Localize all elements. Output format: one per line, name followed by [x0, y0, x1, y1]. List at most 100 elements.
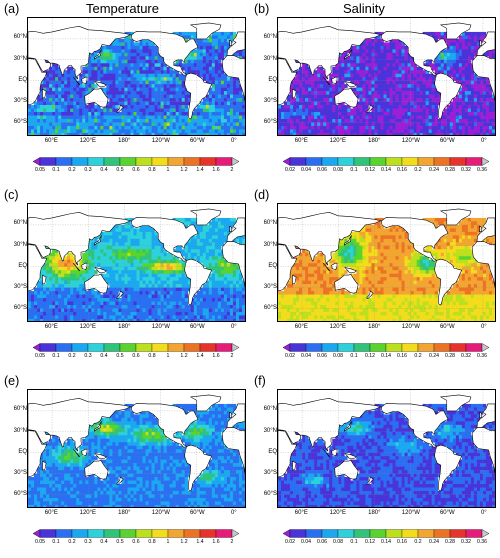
colorbar-swatch [39, 529, 57, 538]
colorbar-tick-label: 0.05 [34, 167, 46, 173]
lon-tick-label: 120°W [401, 324, 420, 330]
colorbar-tick-label: 0.1 [350, 539, 358, 545]
colorbar-tick-label: 1.2 [180, 539, 188, 545]
lat-tick-label: 60°S [263, 305, 277, 312]
colorbar-tick-label: 1 [166, 353, 170, 359]
map-grid [28, 18, 245, 135]
continent-australia [334, 459, 359, 480]
continent-sumatra [72, 448, 81, 458]
colorbar-swatch [183, 529, 201, 538]
lon-tick-label: 0° [230, 138, 237, 144]
colorbar-swatch [449, 343, 467, 352]
colorbar-tick-label: 0.5 [116, 539, 124, 545]
continent-newzealand [366, 104, 374, 114]
continent-greenland [439, 208, 472, 226]
map-panel-e [27, 389, 246, 508]
lat-tick-label: 30°N [263, 241, 277, 248]
colorbar-swatch [167, 343, 185, 352]
lon-tick-label: 180° [118, 138, 131, 144]
map-panel-b [277, 17, 496, 136]
column-title-salinity: Salinity [343, 1, 385, 16]
lon-tick-label: 60°W [439, 510, 455, 516]
continent-sumatra [322, 262, 331, 272]
colorbar-tick-label: 0.4 [100, 167, 108, 173]
lat-tick-label: 60°N [263, 406, 277, 413]
colorbar-overflow-triangle [481, 343, 489, 352]
colorbar-swatch [305, 157, 323, 166]
colorbar-tick-label: 0.04 [300, 353, 312, 359]
colorbar-tick-label: 2 [230, 539, 234, 545]
colorbar-swatch [417, 529, 435, 538]
map-grid [278, 18, 495, 135]
continent-eurasia [28, 26, 132, 80]
lon-tick-label: 180° [118, 324, 131, 330]
continent-madagascar [42, 460, 47, 471]
colorbar-swatch [151, 157, 169, 166]
map-panel-a [27, 17, 246, 136]
colorbar-swatch [321, 157, 339, 166]
continent-europe [476, 217, 495, 242]
colorbar-tick-label: 0.6 [132, 353, 140, 359]
map-panel-c [27, 203, 246, 322]
colorbar-labels: 0.02 0.04 0.06 0.08 0.1 0.12 0.14 0.16 0.2 0.24 0.… [283, 167, 489, 177]
lat-tick-label: EQ [268, 76, 277, 83]
continent-japan [343, 235, 352, 246]
colorbar-underflow-triangle [33, 343, 41, 352]
continent-greenland [189, 208, 222, 226]
colorbar-underflow-triangle [283, 343, 291, 352]
lat-tick-label: 30°N [13, 427, 27, 434]
colorbar-tick-label: 0.2 [414, 539, 422, 545]
continent-newguinea [344, 80, 357, 88]
continent-samerica [434, 444, 463, 492]
colorbar-tick-label: 0.36 [476, 353, 488, 359]
ocean-grid-cells [278, 403, 495, 507]
continent-newzealand [116, 476, 124, 486]
colorbar-swatch [103, 343, 121, 352]
colorbar-tick-label: 0.36 [476, 539, 488, 545]
continent-namerica [131, 30, 199, 76]
lat-tick-label: 30°S [263, 470, 277, 476]
colorbar-swatch [465, 529, 483, 538]
continent-eafrica_w [471, 55, 495, 102]
continent-sumatra [72, 76, 81, 86]
colorbar-swatch [401, 157, 419, 166]
map-grid [278, 204, 495, 321]
colorbar-tick-label: 0.1 [350, 167, 358, 173]
colorbar-swatch [353, 529, 371, 538]
colorbar-tick-label: 0.05 [34, 353, 46, 359]
panel-label: (a) [4, 2, 20, 16]
lon-tick-label: 60°E [294, 324, 308, 330]
continent-eafrica_w [221, 241, 245, 288]
colorbar-swatch [199, 157, 217, 166]
lon-tick-label: 180° [368, 510, 381, 516]
colorbar-labels: 0.02 0.04 0.06 0.08 0.1 0.12 0.14 0.16 0.2 0.24 0.… [283, 539, 489, 549]
lon-tick-label: 120°E [79, 510, 97, 516]
continent-africa [278, 430, 298, 478]
colorbar-swatch [385, 157, 403, 166]
colorbar-labels: 0.05 0.1 0.2 0.3 0.4 0.5 0.6 0.8 1 1.2 1.4 1.6 2 [33, 353, 239, 363]
continent-australia [334, 87, 359, 108]
continent-eafrica_w [471, 427, 495, 474]
continent-namerica [131, 402, 199, 448]
colorbar-tick-label: 0.2 [68, 167, 76, 173]
colorbar-salinity [283, 529, 489, 538]
continent-madagascar [42, 88, 47, 99]
colorbar-tick-label: 0.28 [444, 353, 456, 359]
lon-tick-label: 120°W [151, 324, 170, 330]
lon-tick-label: 60°E [44, 138, 58, 144]
colorbar-swatch [465, 343, 483, 352]
panel-e: (e) 60°N 30°N EQ 30°S 60°S 60°E 120°E 180° 120°W… [0, 372, 250, 558]
continent-samerica [184, 258, 213, 306]
continent-africa [278, 58, 298, 106]
colorbar-swatch [215, 157, 233, 166]
colorbar-tick-label: 0.06 [316, 539, 328, 545]
colorbar-temperature [33, 157, 239, 166]
colorbar-tick-label: 0.14 [380, 167, 392, 173]
colorbar-swatch [465, 157, 483, 166]
colorbar-tick-label: 0.16 [396, 353, 408, 359]
colorbar-overflow-triangle [231, 157, 239, 166]
colorbar-swatch [337, 343, 355, 352]
lat-tick-label: EQ [18, 76, 27, 83]
continent-sumatra [322, 448, 331, 458]
colorbar-tick-label: 0.8 [148, 167, 156, 173]
